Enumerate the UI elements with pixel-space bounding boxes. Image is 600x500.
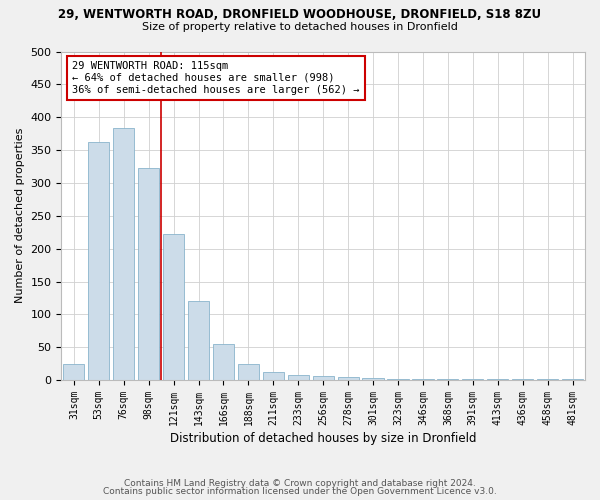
Bar [263, 372, 284, 380]
Text: Contains HM Land Registry data © Crown copyright and database right 2024.: Contains HM Land Registry data © Crown c… [124, 478, 476, 488]
Bar [362, 378, 383, 380]
Text: Size of property relative to detached houses in Dronfield: Size of property relative to detached ho… [142, 22, 458, 32]
Text: Contains public sector information licensed under the Open Government Licence v3: Contains public sector information licen… [103, 487, 497, 496]
X-axis label: Distribution of detached houses by size in Dronfield: Distribution of detached houses by size … [170, 432, 476, 445]
Y-axis label: Number of detached properties: Number of detached properties [15, 128, 25, 304]
Bar [313, 376, 334, 380]
Bar [163, 234, 184, 380]
Bar [63, 364, 85, 380]
Bar [388, 379, 409, 380]
Bar [412, 379, 434, 380]
Bar [238, 364, 259, 380]
Bar [188, 301, 209, 380]
Bar [88, 142, 109, 380]
Bar [113, 128, 134, 380]
Bar [338, 378, 359, 380]
Bar [138, 168, 159, 380]
Bar [213, 344, 234, 380]
Bar [287, 375, 309, 380]
Text: 29, WENTWORTH ROAD, DRONFIELD WOODHOUSE, DRONFIELD, S18 8ZU: 29, WENTWORTH ROAD, DRONFIELD WOODHOUSE,… [58, 8, 542, 20]
Text: 29 WENTWORTH ROAD: 115sqm
← 64% of detached houses are smaller (998)
36% of semi: 29 WENTWORTH ROAD: 115sqm ← 64% of detac… [72, 62, 359, 94]
